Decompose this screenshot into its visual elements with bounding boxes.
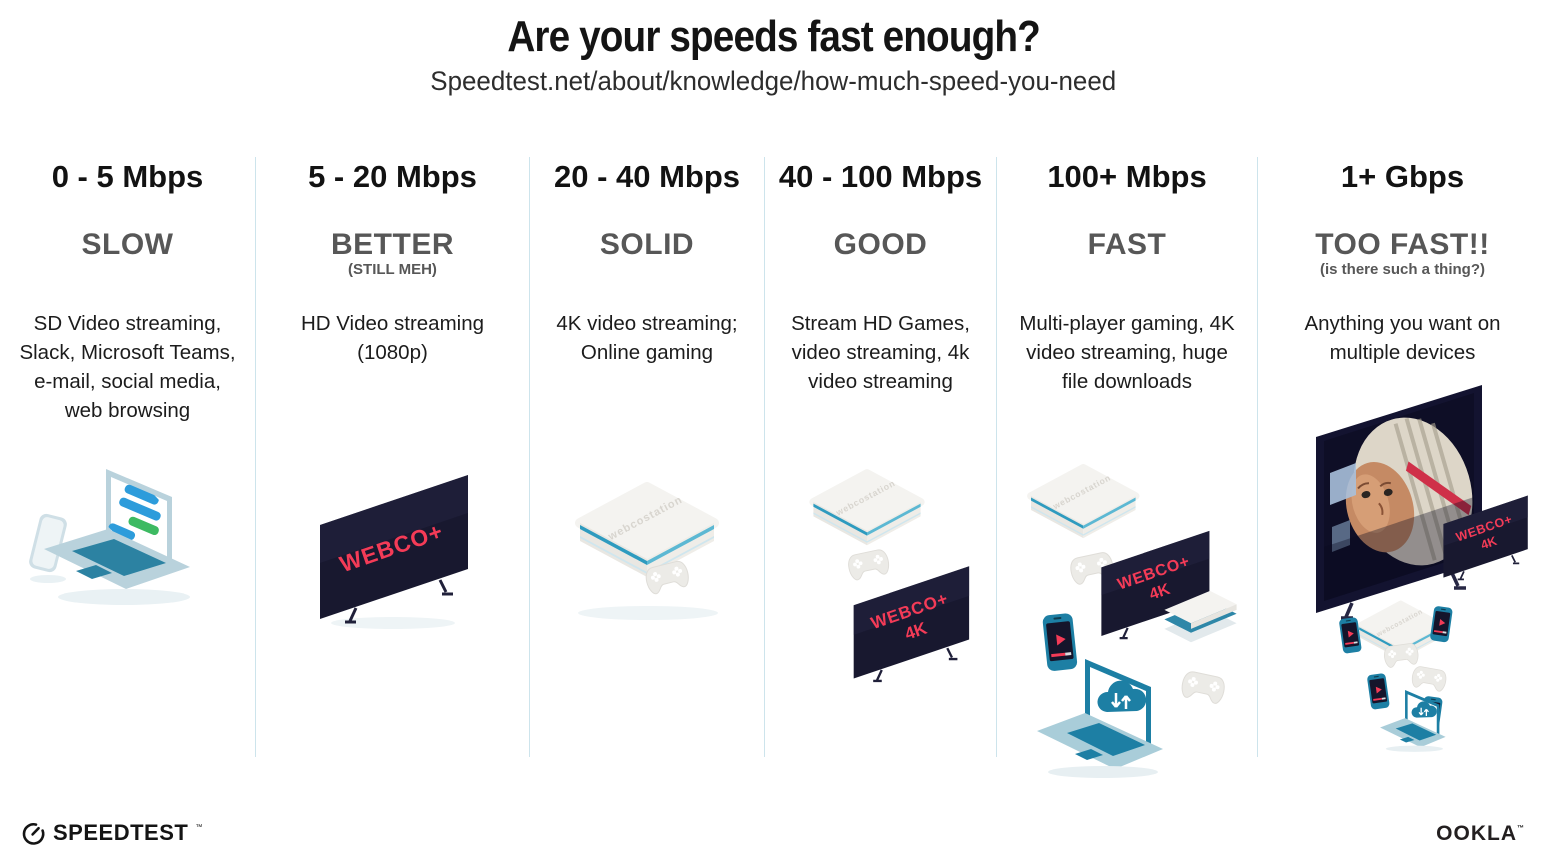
laptop-cloud-icon: [1035, 657, 1165, 780]
phone-icon: [1042, 612, 1078, 672]
speedtest-trademark: ™: [195, 823, 203, 831]
phone-icon: [1429, 605, 1453, 643]
speed-range: 0 - 5 Mbps: [51, 159, 204, 194]
movie-tv-icon: [1316, 385, 1482, 620]
speed-columns: 0 - 5 Mbps SLOW SD Video streaming, Slac…: [0, 157, 1547, 780]
column-40-100-mbps: 40 - 100 Mbps GOOD Stream HD Games, vide…: [765, 157, 997, 757]
tier-note: (is there such a thing?): [1319, 261, 1485, 278]
ookla-logo: OOKLA ™: [1436, 822, 1525, 846]
speed-range: 1+ Gbps: [1340, 159, 1465, 194]
column-100-plus-mbps: 100+ Mbps FAST Multi-player gaming, 4K v…: [997, 157, 1258, 780]
tv-4k-label: 4K: [1147, 580, 1173, 604]
gamepad-icon: [1410, 665, 1448, 693]
column-5-20-mbps: 5 - 20 Mbps BETTER (STILL MEH) HD Video …: [256, 157, 530, 757]
speed-range: 40 - 100 Mbps: [778, 159, 983, 194]
phone-icon: [1338, 616, 1362, 654]
use-case-description: Stream HD Games, video streaming, 4k vid…: [791, 312, 970, 393]
speedtest-logo: SPEEDTEST ™: [20, 820, 202, 846]
speed-range: 20 - 40 Mbps: [553, 159, 741, 194]
gamepad-icon: [846, 547, 892, 582]
phone-icon: [1366, 672, 1390, 710]
speedometer-icon: [22, 823, 45, 845]
many-devices-icon: webcostation WEBCO+ 4K: [1005, 457, 1237, 780]
tier-label: BETTER: [331, 228, 454, 261]
column-0-5-mbps: 0 - 5 Mbps SLOW SD Video streaming, Slac…: [0, 157, 256, 757]
column-20-40-mbps: 20 - 40 Mbps SOLID 4K video streaming; O…: [530, 157, 765, 757]
speed-range: 100+ Mbps: [1047, 159, 1207, 194]
tier-label: SOLID: [599, 228, 695, 261]
ookla-wordmark: OOKLA: [1436, 822, 1517, 845]
game-console-icon: webcostation: [550, 467, 745, 620]
ookla-trademark: ™: [1517, 824, 1525, 832]
column-1-plus-gbps: 1+ Gbps TOO FAST!! (is there such a thin…: [1258, 157, 1547, 757]
tier-label: SLOW: [81, 228, 174, 261]
tier-note: (STILL MEH): [348, 261, 437, 278]
use-case-description: HD Video streaming (1080p): [300, 312, 485, 364]
tier-label: GOOD: [833, 228, 928, 261]
console-and-4k-tv-icon: webcostation WEBCO+ 4K: [787, 462, 971, 683]
tier-label: TOO FAST!!: [1315, 228, 1490, 261]
speed-range: 5 - 20 Mbps: [308, 159, 477, 194]
use-case-description: 4K video streaming; Online gaming: [556, 312, 738, 364]
laptop-phone-icon: [29, 469, 190, 605]
speedtest-wordmark: SPEEDTEST: [53, 820, 189, 845]
page-subtitle-url: Speedtest.net/about/knowledge/how-much-s…: [430, 66, 1117, 96]
hd-tv-icon: WEBCO+: [318, 473, 470, 629]
use-case-description: Anything you want on multiple devices: [1304, 312, 1501, 364]
tv-4k-label: 4K: [1479, 534, 1499, 552]
gamepad-icon: [1179, 669, 1227, 706]
page-title: Are your speeds fast enough?: [507, 12, 1040, 61]
home-theater-devices-icon: WEBCO+ 4K webcostation: [1316, 385, 1529, 753]
use-case-description: Multi-player gaming, 4K video streaming,…: [1019, 312, 1235, 393]
use-case-description: SD Video streaming, Slack, Microsoft Tea…: [19, 312, 236, 422]
tier-label: FAST: [1087, 228, 1167, 261]
gamepad-icon: [1382, 642, 1420, 669]
